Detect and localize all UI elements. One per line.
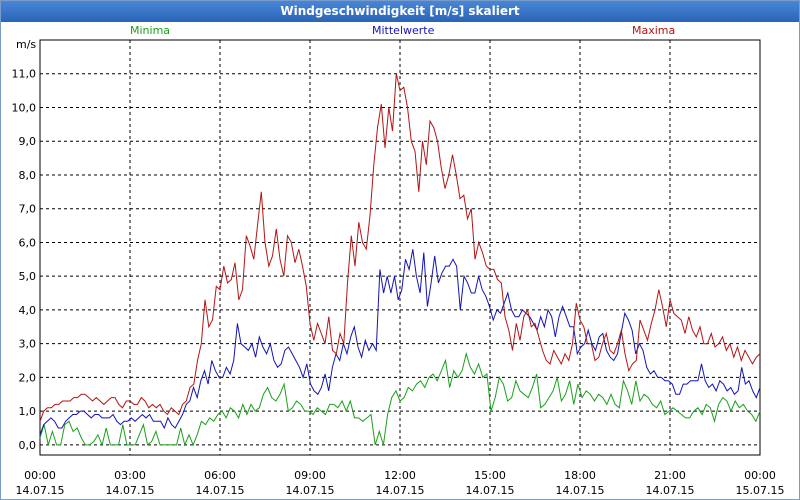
x-tick-label-time: 00:00 bbox=[24, 469, 56, 482]
y-axis-unit: m/s bbox=[16, 38, 37, 51]
x-tick-label-date: 14.07.15 bbox=[556, 484, 605, 497]
x-tick-label-time: 09:00 bbox=[294, 469, 326, 482]
y-tick-label: 3,0 bbox=[19, 338, 37, 351]
x-tick-label-time: 00:00 bbox=[744, 469, 776, 482]
y-tick-label: 5,0 bbox=[19, 270, 37, 283]
x-tick-label-date: 15.07.15 bbox=[736, 484, 785, 497]
x-tick-label-time: 15:00 bbox=[474, 469, 506, 482]
y-tick-label: 7,0 bbox=[19, 203, 37, 216]
legend-minima: Minima bbox=[130, 24, 171, 37]
y-tick-label: 4,0 bbox=[19, 304, 37, 317]
x-tick-label-date: 14.07.15 bbox=[286, 484, 335, 497]
x-tick-label-time: 18:00 bbox=[564, 469, 596, 482]
chart-title: Windgeschwindigkeit [m/s] skaliert bbox=[1, 1, 799, 22]
series-line-mittelwerte bbox=[39, 249, 761, 435]
legend-mittelwerte: Mittelwerte bbox=[372, 24, 435, 37]
y-tick-label: 8,0 bbox=[19, 169, 37, 182]
x-tick-label-time: 21:00 bbox=[654, 469, 686, 482]
x-tick-label-date: 14.07.15 bbox=[16, 484, 65, 497]
x-tick-label-date: 14.07.15 bbox=[196, 484, 245, 497]
x-tick-label-time: 12:00 bbox=[384, 469, 416, 482]
x-tick-label-time: 03:00 bbox=[114, 469, 146, 482]
x-tick-label-date: 14.07.15 bbox=[376, 484, 425, 497]
x-tick-label-time: 06:00 bbox=[204, 469, 236, 482]
y-tick-label: 1,0 bbox=[19, 405, 37, 418]
x-tick-label-date: 14.07.15 bbox=[106, 484, 155, 497]
y-tick-label: 11,0 bbox=[12, 68, 37, 81]
y-tick-label: 6,0 bbox=[19, 236, 37, 249]
y-tick-label: 0,0 bbox=[19, 439, 37, 452]
y-tick-label: 2,0 bbox=[19, 371, 37, 384]
legend-maxima: Maxima bbox=[632, 24, 676, 37]
x-tick-label-date: 14.07.15 bbox=[466, 484, 515, 497]
y-tick-label: 9,0 bbox=[19, 135, 37, 148]
y-tick-label: 10,0 bbox=[12, 101, 37, 114]
x-tick-label-date: 14.07.15 bbox=[646, 484, 695, 497]
series-line-maxima bbox=[39, 73, 761, 422]
series-line-minima bbox=[39, 351, 761, 447]
